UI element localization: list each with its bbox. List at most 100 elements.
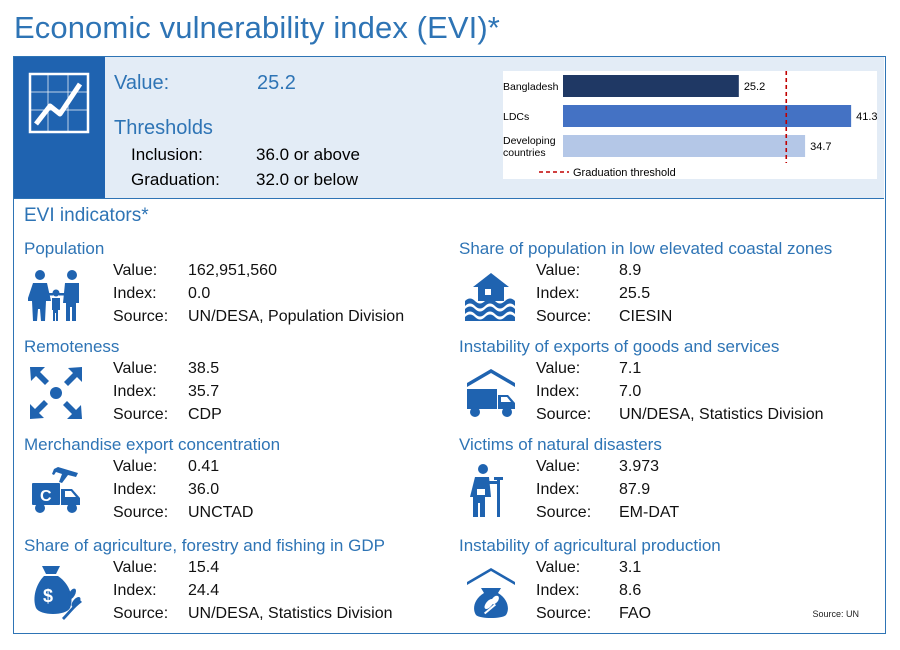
evi-bar-chart: Bangladesh 25.2 LDCs 41.3 Developing countrie… (503, 71, 878, 179)
indicator-source: UNCTAD (188, 504, 254, 521)
index-label: Index: (113, 285, 157, 302)
graduation-value: 32.0 or below (256, 170, 359, 189)
indicator-source: UN/DESA, Population Division (188, 308, 405, 325)
evi-panel: Value: 25.2 Thresholds Inclusion: 36.0 o… (13, 56, 886, 634)
value-label: Value: (113, 262, 158, 279)
indicator-title: Merchandise export concentration (24, 435, 281, 454)
indicator-index: 0.0 (188, 285, 211, 302)
evi-value: 25.2 (257, 72, 296, 94)
source-label: Source: (536, 406, 592, 423)
evi-value-label: Value: (114, 72, 170, 94)
indicator-agriculture-share: Share of agriculture, forestry and fishi… (24, 536, 444, 632)
index-label: Index: (113, 481, 157, 498)
svg-text:$: $ (43, 586, 53, 606)
value-label: Value: (113, 559, 158, 576)
value-label: Value: (536, 360, 581, 377)
indicator-title: Instability of exports of goods and serv… (459, 337, 780, 356)
source-label: Source: (536, 504, 592, 521)
source-label: Source: (113, 504, 169, 521)
index-label: Index: (113, 582, 157, 599)
indicator-value: 0.41 (188, 458, 220, 475)
inclusion-value: 36.0 or above (256, 145, 360, 164)
indicator-population: Population Value: 162,951,560 Index: 0.0 S… (24, 239, 444, 335)
category-label-2: Developing countries (503, 135, 556, 159)
indicator-value: 3.1 (619, 559, 642, 576)
indicator-index: 25.5 (619, 285, 651, 302)
expand-arrows-icon (30, 367, 82, 419)
source-label: Source: (113, 308, 169, 325)
source-label: Source: (113, 605, 169, 622)
value-label: Value: (536, 458, 581, 475)
bar-0 (563, 75, 739, 97)
value-label: Value: (536, 559, 581, 576)
value-label: Value: (113, 360, 158, 377)
indicator-index: 35.7 (188, 383, 220, 400)
source-label: Source: (113, 406, 169, 423)
family-icon (28, 270, 79, 321)
graduation-label: Graduation: (131, 170, 220, 189)
indicator-title: Population (24, 239, 105, 258)
category-label-1: LDCs (503, 111, 529, 123)
indicator-source: CIESIN (619, 308, 673, 325)
page-title: Economic vulnerability index (EVI)* (14, 10, 500, 45)
indicators-heading: EVI indicators* (24, 205, 149, 226)
trend-icon-tile (14, 57, 105, 198)
indicator-source: UN/DESA, Statistics Division (619, 406, 824, 423)
indicator-title: Instability of agricultural production (459, 536, 721, 555)
legend-label: Graduation threshold (573, 167, 676, 179)
indicator-title: Share of agriculture, forestry and fishi… (24, 536, 385, 555)
cargo-truck-plane-icon: C (32, 467, 80, 513)
indicator-source: FAO (619, 605, 652, 622)
indicator-agri-production: Instability of agricultural production V… (459, 536, 879, 632)
flood-house-icon (465, 273, 515, 321)
indicator-export-concentration: Merchandise export concentration C Value… (24, 435, 444, 531)
warehouse-truck-icon (467, 369, 515, 417)
indicator-value: 38.5 (188, 360, 220, 377)
thresholds-label: Thresholds (114, 117, 213, 139)
value-label-0: 25.2 (744, 81, 765, 93)
index-label: Index: (113, 383, 157, 400)
indicator-coastal-zones: Share of population in low elevated coas… (459, 239, 879, 335)
indicator-title: Victims of natural disasters (459, 435, 662, 454)
indicator-value: 8.9 (619, 262, 642, 279)
bar-1 (563, 105, 852, 127)
source-note: Source: UN (812, 609, 859, 619)
index-label: Index: (536, 383, 580, 400)
indicator-source: UN/DESA, Statistics Division (188, 605, 393, 622)
indicator-index: 24.4 (188, 582, 220, 599)
indicator-source: CDP (188, 406, 222, 423)
indicator-title: Remoteness (24, 337, 120, 356)
inclusion-label: Inclusion: (131, 145, 203, 164)
indicator-title: Share of population in low elevated coas… (459, 239, 833, 258)
source-label: Source: (536, 605, 592, 622)
seed-bag-icon (467, 568, 515, 618)
index-label: Index: (536, 582, 580, 599)
indicator-value: 3.973 (619, 458, 660, 475)
value-label-1: 41.3 (856, 111, 877, 123)
injured-person-crutch-icon (470, 464, 503, 517)
indicator-source: EM-DAT (619, 504, 680, 521)
indicator-remoteness: Remoteness Value: 38.5 Index: 35.7 Source:… (24, 337, 444, 433)
category-label-0: Bangladesh (503, 81, 559, 93)
indicator-value: 162,951,560 (188, 262, 277, 279)
evi-comparison-chart: Bangladesh 25.2 LDCs 41.3 Developing countrie… (503, 71, 878, 179)
evi-summary-panel: Value: 25.2 Thresholds Inclusion: 36.0 o… (14, 57, 884, 199)
index-label: Index: (536, 481, 580, 498)
value-label: Value: (113, 458, 158, 475)
bar-2 (563, 135, 806, 157)
indicator-index: 36.0 (188, 481, 220, 498)
indicator-index: 7.0 (619, 383, 642, 400)
indicator-index: 8.6 (619, 582, 642, 599)
indicator-value: 7.1 (619, 360, 642, 377)
source-label: Source: (536, 308, 592, 325)
indicator-disaster-victims: Victims of natural disasters Value: 3.973… (459, 435, 879, 531)
index-label: Index: (536, 285, 580, 302)
line-chart-icon (28, 72, 90, 134)
value-label: Value: (536, 262, 581, 279)
money-bag-grain-icon: $ (34, 566, 82, 620)
svg-text:C: C (40, 488, 52, 505)
indicator-export-instability: Instability of exports of goods and serv… (459, 337, 879, 433)
indicator-index: 87.9 (619, 481, 651, 498)
value-label-2: 34.7 (810, 141, 831, 153)
indicator-value: 15.4 (188, 559, 220, 576)
